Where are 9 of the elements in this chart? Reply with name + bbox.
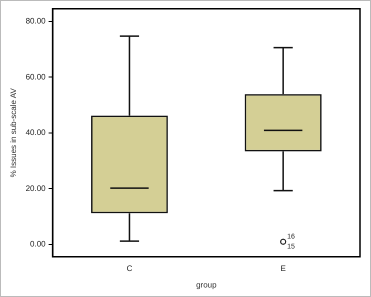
y-tick-label: 40.00 [26, 128, 46, 138]
x-axis-title: group [196, 280, 218, 290]
x-tick-label: E [280, 264, 286, 273]
y-tick-label: 80.00 [26, 16, 46, 26]
x-tick-label: C [126, 264, 133, 273]
y-tick-label: 20.00 [26, 184, 46, 193]
y-tick-label: 0.00 [30, 240, 46, 249]
y-axis-title: % Issues in sub-scale AV [9, 88, 18, 178]
y-tick-label: 60.00 [26, 72, 46, 82]
